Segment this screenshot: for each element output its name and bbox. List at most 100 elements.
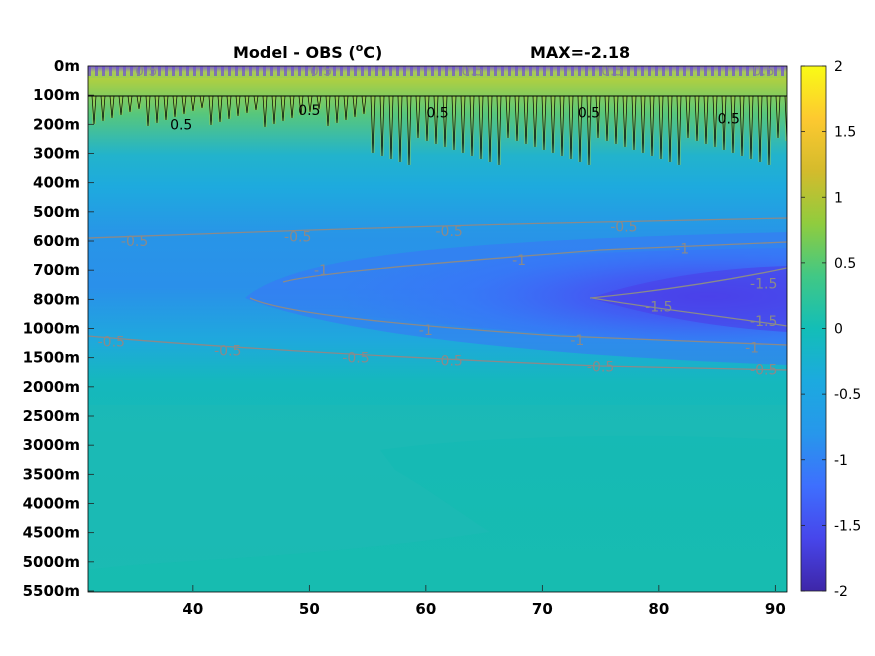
contour-finger (235, 95, 241, 117)
contour-label: -0.5 (435, 224, 462, 240)
upper-stripe (632, 96, 636, 150)
contour-finger (100, 95, 106, 122)
upper-stripe (236, 96, 240, 116)
contour-finger (343, 95, 349, 121)
upper-stripe (614, 96, 618, 144)
upper-stripe (173, 96, 177, 117)
contour-label: 0.5 (461, 63, 483, 79)
surface-stripe (88, 66, 91, 76)
deep-water-patch (88, 405, 787, 570)
upper-stripe (128, 96, 132, 112)
contour-label: -0.5 (435, 354, 462, 370)
y-tick-label: 500m (33, 203, 80, 221)
surface-stripe (291, 66, 294, 76)
y-tick-label: 700m (33, 261, 80, 279)
upper-stripe (596, 96, 600, 138)
surface-stripe (347, 66, 350, 76)
cold-anomaly-max (590, 266, 787, 332)
contour-finger (730, 95, 736, 154)
contour-finger (577, 95, 583, 163)
y-tick-label: 800m (33, 290, 80, 308)
contour-finger (136, 95, 142, 110)
contour-label: 0.5 (170, 117, 192, 133)
upper-stripe (326, 96, 330, 126)
surface-stripe (445, 66, 448, 76)
y-tick-label: 600m (33, 232, 80, 250)
contour-label: 0.5 (578, 106, 600, 122)
upper-stripe (299, 96, 303, 115)
x-tick-label: 90 (765, 600, 786, 618)
upper-stripe (587, 96, 591, 165)
upper-stripe (767, 96, 771, 165)
upper-stripe (200, 96, 204, 108)
upper-stripe (182, 96, 186, 114)
surface-stripe (165, 66, 168, 76)
y-tick-label: 1000m (23, 320, 80, 338)
y-tick-label: 3500m (23, 465, 80, 483)
contour-label: 0.5 (310, 63, 332, 79)
contour-finger (703, 95, 709, 145)
upper-stripe (749, 96, 753, 159)
contour-finger (109, 95, 115, 119)
surface-stripe (102, 66, 105, 76)
contour-finger (712, 95, 718, 148)
contour-label: -0.5 (98, 335, 125, 351)
surface-stripe (592, 66, 595, 76)
surface-stripe (746, 66, 749, 76)
upper-stripe (722, 96, 726, 150)
contour-finger (478, 95, 484, 160)
upper-stripe (542, 96, 546, 150)
surface-stripe (144, 66, 147, 76)
cold-anomaly-core (260, 248, 787, 345)
contour-finger (370, 95, 376, 154)
surface-stripe (473, 66, 476, 76)
surface-stripe (228, 66, 231, 76)
contour-finger (766, 95, 772, 166)
surface-stripe (123, 66, 126, 76)
contour-label: -0.5 (214, 343, 241, 359)
upper-stripe (362, 96, 366, 114)
upper-stripe (398, 96, 402, 162)
x-tick-label: 60 (415, 600, 436, 618)
surface-stripe (158, 66, 161, 76)
surface-stripe (249, 66, 252, 76)
surface-stripe (536, 66, 539, 76)
surface-stripe (662, 66, 665, 76)
y-tick-label: 5000m (23, 553, 80, 571)
upper-layer-stripes (91, 95, 787, 166)
contour-label: 0.5 (298, 103, 320, 119)
contour-finger (262, 95, 268, 128)
surface-stripe (368, 66, 371, 76)
surface-stripe (172, 66, 175, 76)
contour-finger (316, 95, 322, 110)
contour-finger (604, 95, 610, 142)
upper-stripe (479, 96, 483, 159)
contour-label: -0.5 (587, 359, 614, 375)
contour-finger (217, 95, 223, 123)
contour-finger (118, 95, 124, 116)
chart-title: Model - OBS (oC) MAX=-2.18 (233, 41, 630, 62)
contour-finger (352, 95, 358, 118)
surface-stripe (522, 66, 525, 76)
surface-stripe (431, 66, 434, 76)
contour-finger (271, 95, 277, 125)
contour-finger (748, 95, 754, 160)
surface-stripe (207, 66, 210, 76)
contour-finger (397, 95, 403, 163)
y-tick-label: 400m (33, 174, 80, 192)
surface-stripe (620, 66, 623, 76)
upper-stripe (434, 96, 438, 144)
contour-finger (307, 95, 313, 113)
upper-stripe (281, 96, 285, 121)
contour-finger (721, 95, 727, 151)
contour-finger (586, 95, 592, 166)
contour-finger (523, 95, 529, 145)
colorbar-tick-label: -1 (834, 453, 848, 469)
surface-stripe (200, 66, 203, 76)
contour-finger (172, 95, 178, 118)
contour-finger (199, 95, 205, 109)
surface-stripe (438, 66, 441, 76)
upper-stripe (740, 96, 744, 156)
upper-stripe (776, 96, 780, 138)
